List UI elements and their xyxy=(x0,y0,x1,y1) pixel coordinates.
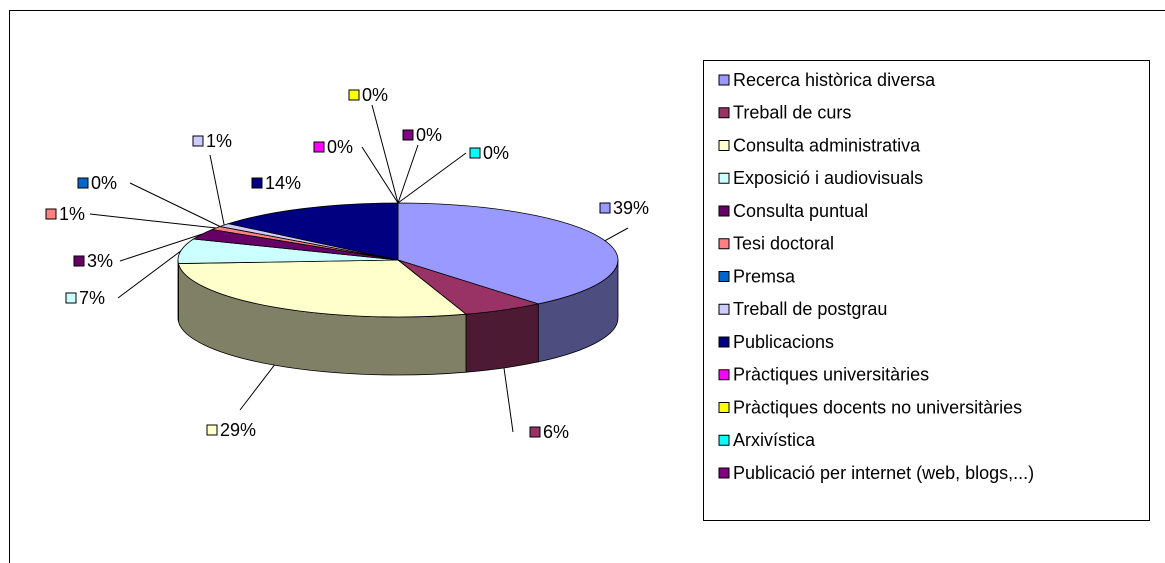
data-label: 1% xyxy=(206,131,232,151)
legend-label: Publicacions xyxy=(733,332,834,352)
legend-label: Exposició i audiovisuals xyxy=(733,168,923,188)
legend-swatch xyxy=(718,74,730,86)
leader-line xyxy=(209,154,225,226)
legend-label: Publicació per internet (web, blogs,...) xyxy=(733,463,1034,483)
data-label: 14% xyxy=(265,173,301,193)
legend-swatch xyxy=(718,205,730,217)
data-label: 0% xyxy=(327,137,353,157)
legend-label: Consulta puntual xyxy=(733,201,868,221)
data-label: 0% xyxy=(483,143,509,163)
legend-label: Consulta administrativa xyxy=(733,135,921,155)
pie-tops xyxy=(177,202,619,318)
leader-line xyxy=(361,146,399,204)
data-label: 1% xyxy=(59,204,85,224)
legend-swatch xyxy=(718,402,730,413)
leader-line xyxy=(371,104,399,204)
legend-swatch xyxy=(718,369,730,381)
legend-label: Tesi doctoral xyxy=(733,234,834,254)
legend-swatch xyxy=(718,238,730,250)
label-swatch xyxy=(251,177,263,189)
legend-swatch xyxy=(718,434,730,446)
legend-label: Pràctiques docents no universitàries xyxy=(733,397,1022,417)
legend-label: Recerca històrica diversa xyxy=(733,70,936,90)
data-label: 29% xyxy=(220,420,256,440)
legend-label: Treball de curs xyxy=(733,103,851,123)
leader-line xyxy=(117,250,182,299)
label-swatch xyxy=(65,292,77,304)
legend-swatch xyxy=(718,467,730,479)
leader-line xyxy=(119,233,203,262)
legend-label: Treball de postgrau xyxy=(733,299,887,319)
legend-swatch xyxy=(718,271,730,282)
leaders xyxy=(89,104,629,433)
legend-swatch xyxy=(718,172,730,184)
legend-swatch xyxy=(718,336,730,348)
data-label: 0% xyxy=(362,85,388,105)
legend-label: Pràctiques universitàries xyxy=(733,365,929,385)
legend-box xyxy=(703,60,1150,521)
label-swatch xyxy=(206,424,218,436)
legend-label: Premsa xyxy=(733,266,796,286)
data-label: 39% xyxy=(613,198,649,218)
label-swatch xyxy=(599,202,611,214)
pie-side xyxy=(465,303,539,373)
legend-label: Arxivística xyxy=(733,430,816,450)
label-swatch xyxy=(313,141,325,153)
pie-slice xyxy=(397,202,619,305)
data-label: 0% xyxy=(416,125,442,145)
data-label: 7% xyxy=(79,288,105,308)
pie-slice xyxy=(177,259,468,318)
label-swatch xyxy=(469,147,481,159)
pie-slice xyxy=(226,202,399,261)
leader-line xyxy=(129,182,221,227)
data-label: 6% xyxy=(543,422,569,442)
label-swatch xyxy=(45,208,57,220)
leader-line xyxy=(397,144,419,204)
leader-line xyxy=(503,367,514,433)
label-swatch xyxy=(529,426,541,438)
label-swatch xyxy=(402,129,414,141)
label-swatch xyxy=(77,177,89,189)
data-label: 0% xyxy=(91,173,117,193)
legend-swatch xyxy=(718,107,730,119)
data-label: 3% xyxy=(87,251,113,271)
leader-line xyxy=(604,227,629,242)
label-swatch xyxy=(348,89,360,101)
legend-swatch xyxy=(718,303,730,315)
leader-line xyxy=(239,364,275,411)
label-swatch xyxy=(73,255,85,267)
leader-line xyxy=(89,213,217,229)
leader-line xyxy=(397,152,467,204)
label-swatch xyxy=(192,135,204,147)
legend-swatch xyxy=(718,140,730,151)
